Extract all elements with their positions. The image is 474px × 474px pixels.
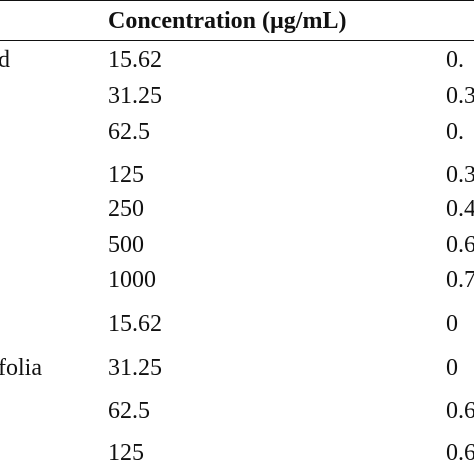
row-value-cell: 0.3 xyxy=(446,83,474,109)
table-top-rule xyxy=(0,0,474,1)
header-concentration: Concentration (µg/mL) xyxy=(108,8,347,34)
row-concentration-cell: 125 xyxy=(108,440,144,466)
row-concentration-cell: 125 xyxy=(108,162,144,188)
row-value-cell: 0.3 xyxy=(446,162,474,188)
row-value-cell: 0. xyxy=(446,47,464,73)
row-value-cell: 0 xyxy=(446,355,458,381)
row-value-cell: 0.6 xyxy=(446,398,474,424)
row-value-cell: 0.6 xyxy=(446,232,474,258)
row-sample-cell: folia xyxy=(0,355,42,381)
row-value-cell: 0 xyxy=(446,311,458,337)
row-value-cell: 0. xyxy=(446,119,464,145)
row-concentration-cell: 15.62 xyxy=(108,47,162,73)
row-concentration-cell: 62.5 xyxy=(108,119,150,145)
row-concentration-cell: 1000 xyxy=(108,267,156,293)
row-concentration-cell: 62.5 xyxy=(108,398,150,424)
row-concentration-cell: 31.25 xyxy=(108,355,162,381)
row-concentration-cell: 15.62 xyxy=(108,311,162,337)
row-value-cell: 0.6 xyxy=(446,440,474,466)
row-concentration-cell: 31.25 xyxy=(108,83,162,109)
row-concentration-cell: 250 xyxy=(108,196,144,222)
row-value-cell: 0.7 xyxy=(446,267,474,293)
row-concentration-cell: 500 xyxy=(108,232,144,258)
header-rule xyxy=(0,40,474,41)
row-value-cell: 0.4 xyxy=(446,196,474,222)
row-sample-cell: d xyxy=(0,47,10,73)
